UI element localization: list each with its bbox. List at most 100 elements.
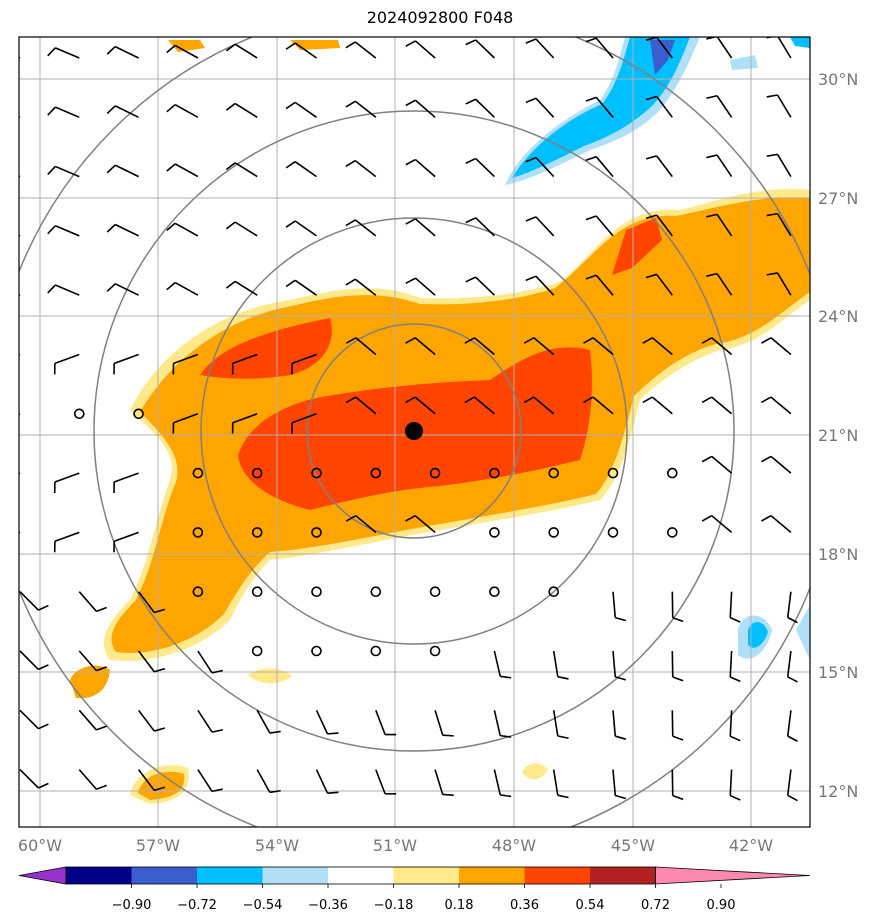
wind-barb [345, 100, 377, 118]
calm-marker [489, 467, 500, 479]
wind-barb [345, 41, 377, 59]
map-title: 2024092800 F048 [366, 8, 514, 27]
wind-barb [585, 215, 614, 237]
wind-barb [645, 155, 673, 178]
wind-barb [285, 220, 317, 237]
calm-marker [429, 467, 441, 479]
calm-marker [311, 527, 322, 538]
wind-barb [585, 96, 614, 118]
colorbar-swatch [131, 867, 198, 884]
wind-barb [552, 650, 569, 680]
wind-barb [642, 337, 673, 356]
wind-barb [706, 154, 733, 178]
wind-barb [375, 769, 397, 795]
wind-barb [701, 337, 733, 356]
wind-barb [47, 225, 80, 237]
calm-marker [192, 467, 204, 479]
wind-barb [766, 94, 792, 118]
colorbar-swatch [524, 867, 591, 884]
wind-barb [285, 161, 317, 178]
wind-barb [552, 710, 569, 740]
wind-barb [113, 531, 139, 553]
lat-label: 30°N [818, 70, 858, 89]
wind-barb [19, 116, 21, 119]
wind-barb [256, 709, 281, 734]
wind-barb [405, 40, 436, 59]
colorbar-labels: −0.90 −0.72 −0.54 −0.36 −0.18 0.18 0.36 0.54 0.7… [112, 884, 735, 913]
calm-marker [429, 645, 441, 657]
wind-barb [166, 222, 199, 237]
wind-barb [612, 591, 627, 622]
wind-barb [166, 281, 199, 296]
longitude-labels: 60°W 57°W 54°W 51°W 48°W 45°W 42°W [18, 836, 773, 855]
wind-barb [766, 212, 792, 237]
wind-barb [19, 769, 49, 789]
lat-label: 24°N [818, 307, 858, 326]
wind-barb [525, 156, 555, 178]
wind-barb [760, 396, 792, 415]
wind-barb [137, 709, 166, 732]
wind-barb [612, 650, 627, 681]
wind-barb [465, 39, 495, 59]
colorbar-extend-low [18, 866, 67, 885]
calm-marker [133, 408, 144, 420]
wind-barb [585, 155, 614, 178]
calm-marker [74, 408, 85, 420]
wind-barb [285, 279, 317, 296]
wind-barb [464, 396, 495, 415]
plot-frame [18, 36, 811, 828]
wind-barb [78, 650, 107, 672]
wind-barb [106, 283, 139, 296]
lat-label: 27°N [818, 189, 858, 208]
wind-barb [315, 709, 339, 735]
colorbar-extend-high [655, 866, 811, 885]
lat-label: 18°N [818, 545, 858, 564]
lon-label: 48°W [492, 836, 536, 855]
wind-barb [345, 396, 377, 415]
wind-barb [19, 413, 21, 416]
wind-barb [465, 98, 495, 118]
wind-barb [612, 769, 627, 800]
lon-label: 51°W [373, 836, 417, 855]
wind-barb [760, 514, 792, 534]
wind-barb [166, 103, 199, 118]
colorbar-label: −0.54 [243, 898, 283, 913]
wind-barb [405, 337, 436, 356]
wind-barb [612, 710, 627, 740]
colorbar-label: −0.90 [112, 898, 152, 913]
wind-barb [19, 175, 21, 178]
wind-barb [645, 214, 673, 237]
wind-barb [225, 221, 258, 237]
calm-wind-markers [74, 408, 678, 657]
wind-barb [285, 42, 317, 59]
wind-barb [345, 337, 377, 356]
wind-barb [106, 45, 139, 59]
lon-label: 42°W [729, 836, 773, 855]
wind-barb [19, 234, 21, 237]
positive-anomaly-region [70, 40, 810, 804]
wind-barb [786, 710, 798, 742]
wind-barb [786, 650, 798, 683]
wind-barb [19, 709, 49, 730]
wind-barb [671, 710, 684, 741]
wind-barb [405, 158, 436, 178]
wind-barb [405, 99, 436, 118]
wind-barb [465, 157, 495, 178]
wind-barb [552, 769, 569, 799]
wind-barb [19, 650, 49, 671]
wind-barb [706, 213, 733, 237]
calm-marker [489, 527, 500, 538]
wind-barb [671, 591, 684, 623]
wind-barb [729, 591, 741, 623]
wind-barb [465, 276, 495, 296]
wind-barb [523, 396, 555, 415]
colorbar [18, 866, 811, 885]
wind-barb [172, 353, 199, 375]
calm-marker [251, 467, 263, 479]
lat-label: 12°N [818, 782, 858, 801]
calm-marker [607, 467, 619, 479]
wind-barb [225, 280, 258, 296]
colorbar-label: 0.72 [641, 898, 670, 913]
latitude-labels: 30°N 27°N 24°N 21°N 18°N 15°N 12°N [818, 70, 858, 801]
wind-barb [729, 650, 741, 683]
